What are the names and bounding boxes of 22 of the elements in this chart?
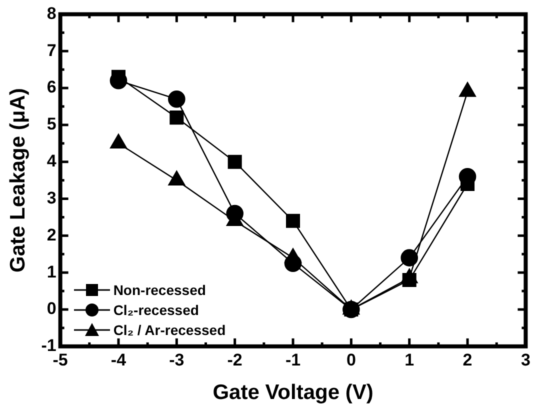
y-tick-label: 5 — [46, 114, 56, 134]
legend-label: Non-recessed — [113, 282, 206, 298]
x-tick-label: -1 — [285, 350, 301, 370]
x-tick-label: 2 — [462, 350, 472, 370]
x-tick-label: -2 — [227, 350, 242, 370]
y-tick-label: 2 — [46, 225, 56, 244]
y-tick-label: 4 — [46, 152, 57, 171]
legend-label: Cl₂ / Ar-recessed — [113, 322, 226, 338]
y-axis-title: Gate Leakage (μA) — [6, 88, 30, 273]
y-tick-label: 7 — [46, 40, 56, 60]
x-tick-label: 3 — [520, 350, 530, 370]
y-tick-label: 3 — [46, 188, 56, 208]
legend-label: Cl₂-recessed — [113, 302, 199, 318]
x-tick-label: 1 — [404, 350, 414, 370]
x-tick-label: -3 — [169, 350, 184, 370]
x-tick-label: 0 — [346, 350, 356, 370]
y-tick-label: 6 — [46, 78, 56, 97]
y-tick-label: 0 — [46, 299, 56, 318]
x-tick-label: -4 — [110, 350, 127, 370]
x-axis-title: Gate Voltage (V) — [212, 381, 374, 404]
y-tick-label: 1 — [46, 262, 56, 282]
y-tick-label: 8 — [46, 4, 56, 23]
